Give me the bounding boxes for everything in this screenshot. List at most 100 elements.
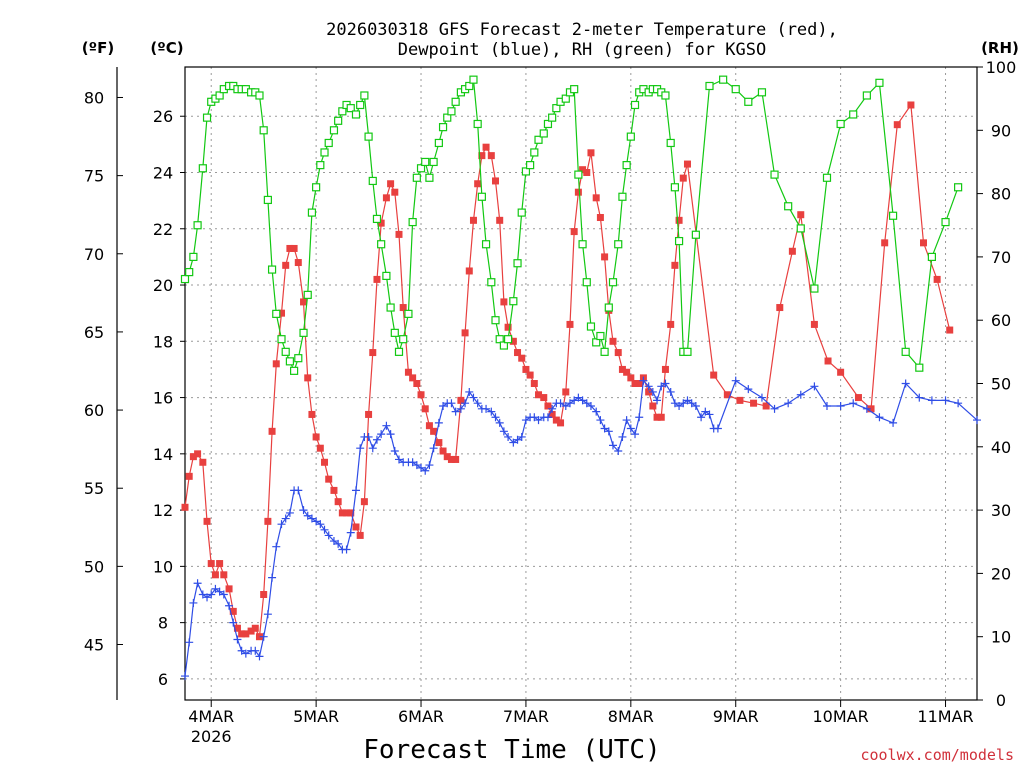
temperature-point bbox=[514, 349, 522, 357]
rh-point bbox=[796, 224, 805, 233]
rh-point bbox=[416, 164, 426, 173]
dewpoint-point bbox=[394, 455, 403, 464]
dewpoint-point bbox=[570, 396, 579, 405]
x-tick-label: 4MAR bbox=[188, 707, 234, 726]
temperature-point bbox=[509, 337, 517, 345]
dewpoint-point bbox=[408, 458, 417, 467]
celsius-tick-label: 18 bbox=[153, 332, 173, 351]
credit-text: coolwx.com/models bbox=[860, 746, 1014, 764]
rh-point bbox=[215, 91, 224, 100]
dewpoint-point bbox=[565, 399, 574, 408]
temperature-point bbox=[399, 304, 407, 312]
temperature-point bbox=[443, 453, 451, 461]
dewpoint-point bbox=[770, 404, 779, 413]
dewpoint-point bbox=[316, 520, 325, 529]
temperature-point bbox=[522, 365, 530, 373]
temperature-point bbox=[535, 391, 543, 399]
temperature-point bbox=[325, 475, 333, 483]
temperature-point bbox=[417, 391, 425, 399]
temperature-point bbox=[185, 472, 193, 480]
dewpoint-point bbox=[701, 407, 710, 416]
temperature-point bbox=[216, 560, 224, 568]
dewpoint-point bbox=[530, 413, 539, 422]
rh-point bbox=[661, 91, 670, 100]
dewpoint-point bbox=[272, 542, 281, 551]
x-tick-label: 10MAR bbox=[813, 707, 869, 726]
temperature-point bbox=[251, 624, 259, 632]
dewpoint-point bbox=[259, 632, 268, 641]
dewpoint-point bbox=[784, 399, 793, 408]
dewpoint-point bbox=[973, 416, 981, 425]
dewpoint-point bbox=[181, 672, 189, 681]
rh-tick-label: 100 bbox=[986, 58, 1017, 77]
chart-title-line-1: 2026030318 GFS Forecast 2-meter Temperat… bbox=[326, 20, 838, 40]
rh-point bbox=[477, 192, 486, 201]
dewpoint-point bbox=[548, 404, 557, 413]
dewpoint-point bbox=[377, 430, 386, 439]
dewpoint-point bbox=[836, 402, 845, 411]
rh-point bbox=[941, 217, 950, 227]
dewpoint-point bbox=[578, 396, 587, 405]
rh-point bbox=[487, 278, 496, 287]
dewpoint-point bbox=[473, 399, 482, 408]
dewpoint-point bbox=[543, 413, 552, 422]
rh-point bbox=[784, 202, 793, 211]
rh-point bbox=[451, 97, 460, 106]
dewpoint-point bbox=[731, 376, 740, 385]
rh-point bbox=[334, 116, 343, 125]
dewpoint-point bbox=[356, 444, 365, 453]
dewpoint-point bbox=[263, 610, 272, 619]
dewpoint-point bbox=[189, 598, 198, 607]
temperature-point bbox=[220, 571, 228, 579]
dewpoint-point bbox=[294, 486, 303, 495]
rh-tick-label: 30 bbox=[991, 501, 1011, 520]
rh-unit-label: (RH) bbox=[981, 39, 1019, 57]
dewpoint-point bbox=[412, 461, 421, 470]
chart-title-line-2: Dewpoint (blue), RH (green) for KGSO bbox=[398, 40, 766, 60]
dewpoint-point bbox=[299, 506, 308, 515]
temperature-point bbox=[592, 194, 600, 202]
temperature-point bbox=[867, 405, 875, 413]
rh-point bbox=[408, 217, 417, 227]
rh-point bbox=[377, 240, 386, 249]
temperature-point bbox=[797, 211, 805, 219]
rh-point bbox=[614, 240, 623, 249]
temperature-point bbox=[194, 450, 202, 458]
temperature-point bbox=[308, 410, 316, 418]
dewpoint-point bbox=[822, 402, 831, 411]
temperature-point bbox=[461, 329, 469, 337]
temperature-point bbox=[430, 427, 438, 435]
temperature-point bbox=[837, 368, 845, 376]
dewpoint-point bbox=[285, 508, 294, 517]
temperature-point bbox=[683, 160, 691, 168]
dewpoint-point bbox=[303, 511, 312, 520]
rh-point bbox=[521, 167, 531, 176]
temperature-point bbox=[614, 349, 622, 357]
dewpoint-point bbox=[233, 635, 242, 644]
temperature-point bbox=[439, 447, 447, 455]
dewpoint-point bbox=[198, 590, 207, 599]
rh-point bbox=[346, 104, 355, 113]
dewpoint-point bbox=[683, 396, 692, 405]
temperature-point bbox=[881, 239, 889, 247]
dewpoint-point bbox=[447, 399, 456, 408]
temperature-point bbox=[409, 374, 417, 382]
temperature-point bbox=[487, 152, 495, 160]
temperature-point bbox=[300, 298, 308, 306]
dewpoint-point bbox=[666, 387, 675, 396]
rh-point bbox=[404, 309, 413, 318]
rh-point bbox=[731, 85, 740, 94]
dewpoint-point bbox=[509, 438, 518, 447]
dewpoint-point bbox=[307, 514, 316, 523]
temperature-point bbox=[294, 259, 302, 267]
dewpoint-point bbox=[582, 399, 591, 408]
x-axis-label: Forecast Time (UTC) bbox=[363, 735, 660, 765]
rh-point bbox=[674, 236, 684, 246]
dewpoint-point bbox=[849, 399, 858, 408]
rh-point bbox=[530, 148, 539, 157]
temperature-point bbox=[583, 169, 591, 176]
dewpoint-point bbox=[915, 393, 924, 402]
rh-point bbox=[189, 252, 198, 261]
rh-point bbox=[548, 113, 557, 122]
